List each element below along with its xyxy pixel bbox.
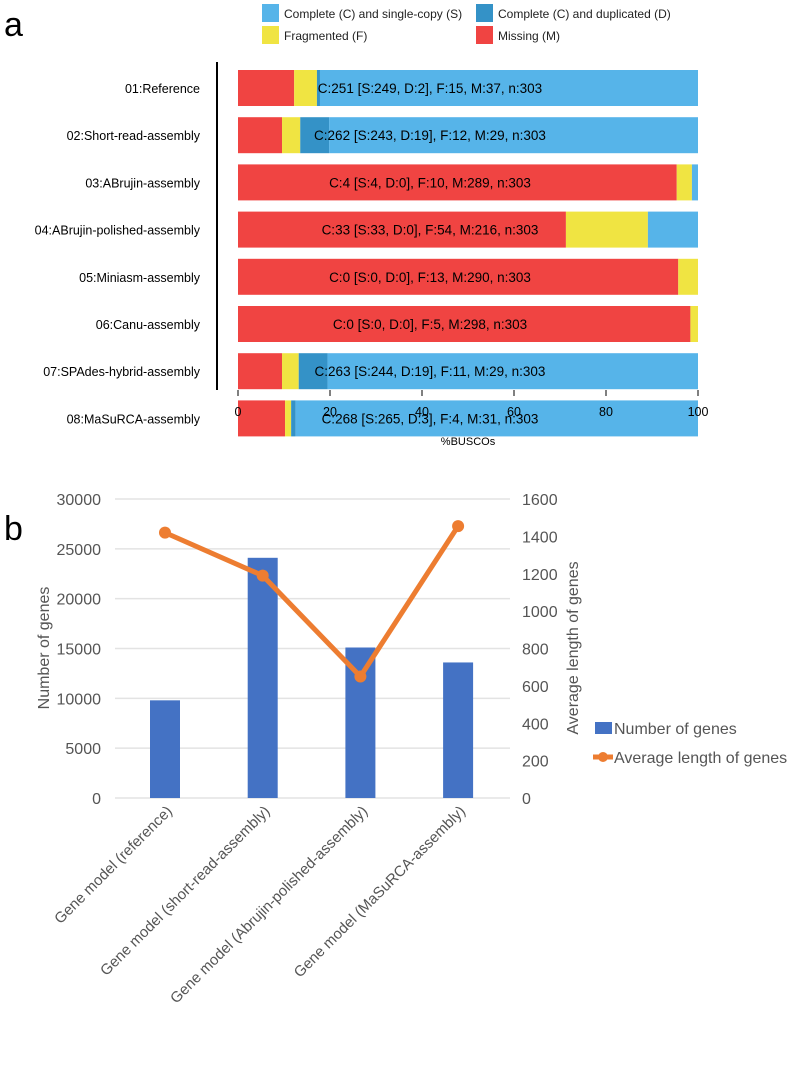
y2-tick-label: 0 [522, 791, 531, 808]
x-category-label: Gene model (MaSuRCA-assembly) [291, 803, 469, 981]
bar-segment-F [676, 164, 692, 201]
line-point [452, 520, 465, 533]
legend-marker-line [598, 752, 608, 762]
bar-segment-F [282, 117, 301, 154]
category-label: 05:Miniasm-assembly [79, 271, 201, 285]
bar-segment-S [295, 400, 698, 437]
bar-segment-F [565, 211, 648, 248]
y-axis-title: Number of genes [36, 587, 53, 710]
bar-segment-M [238, 164, 677, 201]
y-tick-label: 10000 [57, 691, 102, 708]
x-category-label: Gene model (short-read-assembly) [97, 803, 273, 979]
category-label: 06:Canu-assembly [96, 318, 201, 332]
y-tick-label: 20000 [57, 592, 102, 609]
bar-segment-D [300, 117, 330, 154]
bar-segment-M [238, 400, 286, 437]
legend-label-line: Average length of genes [614, 750, 787, 767]
legend-label-M: Missing (M) [498, 29, 560, 43]
x-tick-label: 80 [599, 405, 613, 419]
bar-label: C:268 [S:265, D:3], F:4, M:31, n:303 [322, 411, 539, 426]
legend-swatch-bars [595, 722, 612, 734]
x-axis-title: %BUSCOs [441, 436, 496, 448]
category-label: 02:Short-read-assembly [67, 129, 201, 143]
panel-label-b: b [4, 510, 23, 548]
x-tick-label: 0 [235, 405, 242, 419]
bar-label: C:262 [S:243, D:19], F:12, M:29, n:303 [314, 128, 546, 143]
x-tick-label: 100 [688, 405, 709, 419]
y-tick-label: 30000 [57, 492, 102, 509]
bar-segment-D [316, 70, 320, 106]
x-tick-label: 20 [323, 405, 337, 419]
y2-tick-label: 1000 [522, 604, 558, 621]
legend-label-bars: Number of genes [614, 721, 737, 738]
y2-tick-label: 1600 [522, 492, 558, 509]
category-label: 04:ABrujin-polished-assembly [35, 224, 201, 238]
legend-swatch-M [476, 26, 493, 44]
bar-segment-M [238, 117, 283, 154]
bar-segment-M [238, 258, 679, 295]
bar-number-of-genes [443, 662, 474, 798]
bar-segment-M [238, 353, 283, 390]
bar-number-of-genes [247, 557, 278, 798]
bar-segment-S [691, 164, 698, 201]
bar-segment-S [327, 353, 698, 390]
line-point [256, 569, 269, 582]
legend-swatch-D [476, 4, 493, 22]
bar-segment-M [238, 306, 691, 342]
legend-label-F: Fragmented (F) [284, 29, 367, 43]
bar-label: C:263 [S:244, D:19], F:11, M:29, n:303 [315, 364, 546, 379]
bar-segment-F [282, 353, 299, 390]
bar-segment-D [291, 400, 296, 437]
bar-segment-F [285, 400, 292, 437]
bar-segment-S [647, 211, 698, 248]
bar-label: C:33 [S:33, D:0], F:54, M:216, n:303 [322, 223, 539, 238]
bar-segment-F [678, 258, 698, 295]
x-category-label: Gene model (Abrujin-polished-assembly) [167, 803, 371, 1007]
line-point [354, 670, 367, 683]
y2-tick-label: 400 [522, 716, 549, 733]
category-label: 07:SPAdes-hybrid-assembly [43, 365, 201, 379]
bar-segment-F [690, 306, 698, 342]
y2-axis-title: Average length of genes [565, 561, 582, 734]
legend-label-S: Complete (C) and single-copy (S) [284, 7, 462, 21]
bar-segment-D [298, 353, 328, 390]
bar-number-of-genes [150, 700, 180, 798]
bar-segment-F [294, 70, 317, 106]
y-tick-label: 5000 [65, 741, 101, 758]
bar-label: C:4 [S:4, D:0], F:10, M:289, n:303 [329, 175, 531, 190]
bar-label: C:251 [S:249, D:2], F:15, M:37, n:303 [318, 81, 542, 96]
bar-segment-M [238, 211, 566, 248]
legend-label-D: Complete (C) and duplicated (D) [498, 7, 671, 21]
bar-segment-S [319, 70, 698, 106]
x-tick-label: 60 [507, 405, 521, 419]
bar-label: C:0 [S:0, D:0], F:5, M:298, n:303 [333, 317, 527, 332]
category-label: 03:ABrujin-assembly [85, 176, 200, 190]
category-label: 01:Reference [125, 82, 200, 96]
bar-segment-S [329, 117, 698, 154]
y-tick-label: 0 [92, 791, 101, 808]
y2-tick-label: 1200 [522, 567, 558, 584]
y-tick-label: 15000 [57, 642, 102, 659]
y-tick-label: 25000 [57, 542, 102, 559]
panel-label-a: a [4, 6, 23, 44]
bar-number-of-genes [345, 647, 376, 798]
x-tick-label: 40 [415, 405, 429, 419]
category-label: 08:MaSuRCA-assembly [67, 412, 201, 426]
legend-swatch-F [262, 26, 279, 44]
y2-tick-label: 200 [522, 754, 549, 771]
y2-tick-label: 600 [522, 679, 549, 696]
line-average-length [163, 524, 461, 681]
y2-tick-label: 800 [522, 642, 549, 659]
bar-label: C:0 [S:0, D:0], F:13, M:290, n:303 [329, 270, 531, 285]
y2-tick-label: 1400 [522, 529, 558, 546]
legend-swatch-S [262, 4, 279, 22]
line-point [159, 526, 171, 539]
bar-segment-M [238, 70, 295, 106]
